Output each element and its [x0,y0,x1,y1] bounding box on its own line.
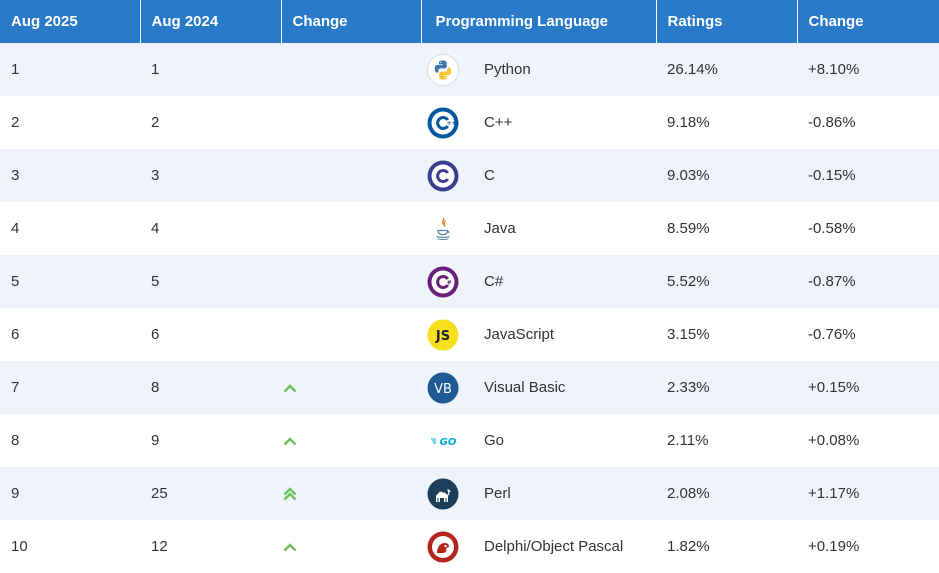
rank-2024: 4 [151,220,160,237]
language-name[interactable]: C# [484,273,504,290]
table-row: 10 12 Delphi/Object Pascal 1.82% +0.19% [0,520,939,573]
header-aug-2025[interactable]: Aug 2025 [0,0,141,43]
rank-2024: 9 [151,432,160,449]
arrow-up-icon [283,542,297,551]
rating-change: -0.86% [808,114,856,131]
rank-change [281,96,421,149]
rank-2025: 2 [11,114,20,131]
rating-change: +0.15% [808,379,860,396]
rank-2024: 1 [151,61,160,78]
rating-change: +0.19% [808,538,860,555]
rating-change: +0.08% [808,432,860,449]
table-row: 3 3 C 9.03% -0.15% [0,149,939,202]
rank-2024: 12 [151,538,168,555]
rank-2025: 7 [11,379,20,396]
rank-2024: 8 [151,379,160,396]
table-row: 8 9 GO Go 2.11% +0.08% [0,414,939,467]
table-row: 7 8 VB Visual Basic 2.33% +0.15% [0,361,939,414]
rating: 2.11% [667,432,709,449]
rating-change: -0.15% [808,167,856,184]
arrow-up-icon [283,383,297,392]
language-name[interactable]: Java [484,220,516,237]
python-icon [421,43,466,96]
rank-2025: 8 [11,432,20,449]
rating: 2.08% [667,485,710,502]
rank-change [281,361,421,414]
csharp-icon: # [421,255,466,308]
svg-text:VB: VB [434,382,452,397]
rank-2025: 5 [11,273,20,290]
double-arrow-up-icon [283,486,297,500]
rank-2025: 6 [11,326,20,343]
rating-change: -0.58% [808,220,856,237]
language-name[interactable]: Visual Basic [484,379,566,396]
rating: 26.14% [667,61,718,78]
rank-2024: 6 [151,326,160,343]
rank-2025: 1 [11,61,20,78]
language-name[interactable]: C [484,167,495,184]
visual-basic-icon: VB [421,361,466,414]
c-icon [421,149,466,202]
table-row: 9 25 Perl 2.08% +1.17% [0,467,939,520]
header-aug-2024[interactable]: Aug 2024 [140,0,282,43]
cpp-icon: ++ [421,96,466,149]
header-change-rank[interactable]: Change [281,0,422,43]
rating-change: -0.87% [808,273,856,290]
rank-2025: 3 [11,167,20,184]
rank-2024: 3 [151,167,160,184]
rank-2024: 5 [151,273,160,290]
rank-change [281,149,421,202]
rating-change: +8.10% [808,61,860,78]
rank-2025: 4 [11,220,20,237]
rating: 1.82% [667,538,710,555]
svg-text:GO: GO [440,437,457,448]
rank-change [281,202,421,255]
rating: 9.03% [667,167,710,184]
table-row: 4 4 Java 8.59% -0.58% [0,202,939,255]
rating-change: +1.17% [808,485,860,502]
language-name[interactable]: C++ [484,114,513,131]
language-name[interactable]: Delphi/Object Pascal [484,538,624,555]
rank-2025: 9 [11,485,20,502]
header-programming-language[interactable]: Programming Language [421,0,657,43]
arrow-up-icon [283,436,297,445]
table-row: 1 1 Python 26.14% +8.10% [0,43,939,96]
rating: 8.59% [667,220,710,237]
java-icon [421,202,466,255]
header-row: Aug 2025 Aug 2024 Change Programming Lan… [0,0,939,43]
javascript-icon: JS [421,308,466,361]
language-name[interactable]: Perl [484,485,511,502]
rank-change [281,414,421,467]
delphi-icon [421,520,466,573]
rank-2025: 10 [11,538,28,555]
svg-text:#: # [447,279,452,286]
svg-text:JS: JS [435,329,450,344]
header-change-rating[interactable]: Change [808,13,864,30]
table-row: 6 6 JS JavaScript 3.15% -0.76% [0,308,939,361]
rating: 3.15% [667,326,710,343]
rank-2024: 2 [151,114,160,131]
perl-icon [421,467,466,520]
rating: 5.52% [667,273,710,290]
go-icon: GO [421,414,466,467]
rating: 2.33% [667,379,710,396]
rating: 9.18% [667,114,710,131]
rank-2024: 25 [151,485,168,502]
rank-change [281,255,421,308]
language-name[interactable]: Python [484,61,531,78]
language-name[interactable]: JavaScript [484,326,555,343]
rank-change [281,467,421,520]
rank-change [281,43,421,96]
table-row: 5 5 # C# 5.52% -0.87% [0,255,939,308]
header-ratings[interactable]: Ratings [656,0,798,43]
table-row: 2 2 ++ C++ 9.18% -0.86% [0,96,939,149]
rank-change [281,308,421,361]
language-name[interactable]: Go [484,432,505,449]
rating-change: -0.76% [808,326,856,343]
rank-change [281,520,421,573]
svg-text:++: ++ [447,120,457,127]
